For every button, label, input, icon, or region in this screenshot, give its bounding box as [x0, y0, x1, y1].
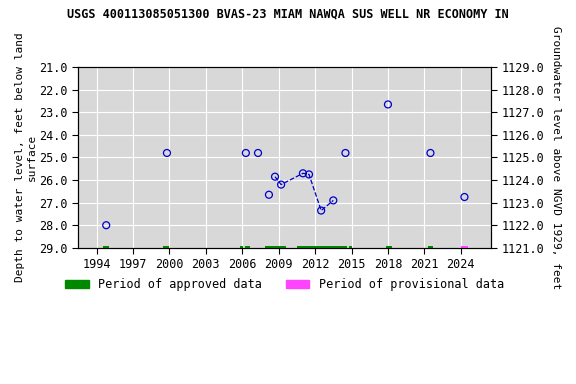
- Point: [460, 194, 469, 200]
- Bar: [385, 246, 392, 249]
- Point: [276, 182, 286, 188]
- Point: [304, 171, 313, 177]
- Point: [384, 101, 393, 108]
- Bar: [245, 246, 249, 249]
- Bar: [103, 246, 109, 249]
- Bar: [266, 246, 268, 249]
- Point: [253, 150, 263, 156]
- Point: [298, 170, 308, 176]
- Point: [162, 150, 172, 156]
- Bar: [268, 246, 286, 249]
- Bar: [461, 246, 468, 249]
- Bar: [349, 246, 351, 249]
- Y-axis label: Groundwater level above NGVD 1929, feet: Groundwater level above NGVD 1929, feet: [551, 26, 561, 289]
- Bar: [428, 246, 433, 249]
- Point: [270, 174, 279, 180]
- Bar: [164, 246, 169, 249]
- Point: [264, 192, 274, 198]
- Point: [317, 207, 326, 214]
- Point: [241, 150, 251, 156]
- Point: [341, 150, 350, 156]
- Point: [329, 197, 338, 204]
- Bar: [240, 246, 244, 249]
- Y-axis label: Depth to water level, feet below land
surface: Depth to water level, feet below land su…: [15, 33, 37, 282]
- Point: [426, 150, 435, 156]
- Legend: Period of approved data, Period of provisional data: Period of approved data, Period of provi…: [60, 274, 509, 296]
- Text: USGS 400113085051300 BVAS-23 MIAM NAWQA SUS WELL NR ECONOMY IN: USGS 400113085051300 BVAS-23 MIAM NAWQA …: [67, 8, 509, 21]
- Point: [101, 222, 111, 228]
- Bar: [297, 246, 347, 249]
